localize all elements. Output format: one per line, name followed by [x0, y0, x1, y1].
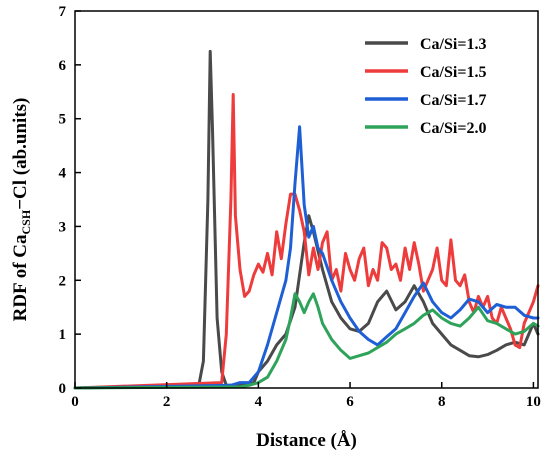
y-tick-label: 4: [59, 166, 67, 182]
y-tick-label: 6: [59, 58, 67, 74]
x-tick-label: 4: [255, 394, 263, 410]
legend-label-1: Ca/Si=1.3: [420, 36, 486, 53]
y-axis-title-subscript: CSH: [19, 209, 33, 234]
y-tick-label: 1: [59, 327, 67, 343]
plot-frame: [74, 10, 539, 389]
y-axis-title: RDF of CaCSH−Cl (ab.units): [10, 98, 33, 322]
x-tick-label: 2: [163, 394, 171, 410]
x-tick-label: 10: [526, 394, 541, 410]
y-tick-label: 3: [59, 219, 67, 235]
y-axis-title-prefix: RDF of Ca: [10, 234, 31, 321]
series-lines-layer: [73, 49, 540, 390]
axis-ticks-layer: 0 2 4 6 8 10 0 1 2 3 4 5 6 7: [59, 4, 541, 410]
legend-label-3: Ca/Si=1.7: [420, 92, 486, 109]
series-line-3: [73, 125, 540, 390]
x-tick-label: 8: [438, 394, 446, 410]
series-line-2: [73, 93, 540, 390]
legend-label-4: Ca/Si=2.0: [420, 120, 486, 137]
x-tick-label: 6: [346, 394, 354, 410]
x-axis-title: Distance (Å): [256, 430, 357, 451]
series-line-4: [73, 292, 540, 390]
legend-label-2: Ca/Si=1.5: [420, 64, 486, 81]
y-tick-label: 7: [59, 4, 67, 20]
y-axis-title-suffix: −Cl (ab.units): [10, 98, 31, 210]
x-tick-label: 0: [71, 394, 79, 410]
y-tick-label: 5: [59, 112, 67, 128]
y-tick-label: 0: [59, 381, 67, 397]
y-tick-label: 2: [59, 273, 67, 289]
legend: Ca/Si=1.3 Ca/Si=1.5 Ca/Si=1.7 Ca/Si=2.0: [365, 36, 486, 137]
